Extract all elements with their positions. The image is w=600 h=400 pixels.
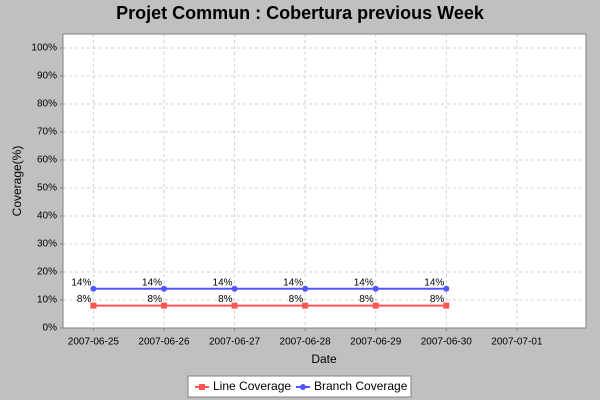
y-tick-label: 0%: [43, 323, 58, 334]
y-tick-label: 50%: [37, 183, 57, 194]
y-tick-label: 80%: [37, 99, 57, 110]
data-label: 8%: [289, 294, 304, 305]
x-tick-label: 2007-06-27: [209, 337, 261, 348]
y-tick-label: 40%: [37, 211, 57, 222]
chart-title: Projet Commun : Cobertura previous Week: [116, 3, 485, 23]
x-tick-label: 2007-07-01: [491, 337, 543, 348]
y-tick-label: 10%: [37, 295, 57, 306]
data-label: 14%: [213, 277, 233, 288]
marker: [160, 302, 167, 309]
plot-border: [62, 33, 587, 329]
marker: [160, 285, 167, 292]
x-tick-label: 2007-06-29: [350, 337, 402, 348]
marker: [302, 302, 309, 309]
marker: [231, 302, 238, 309]
legend-marker: [199, 384, 205, 390]
data-label: 14%: [424, 277, 444, 288]
x-axis-label: Date: [311, 352, 337, 366]
marker: [372, 285, 379, 292]
data-label: 8%: [218, 294, 233, 305]
marker: [372, 302, 379, 309]
marker: [90, 302, 97, 309]
data-label: 14%: [142, 277, 162, 288]
data-label: 14%: [283, 277, 303, 288]
x-tick-label: 2007-06-28: [280, 337, 332, 348]
y-tick-label: 70%: [37, 127, 57, 138]
data-label: 14%: [354, 277, 374, 288]
data-label: 14%: [71, 277, 91, 288]
y-tick-label: 90%: [37, 71, 57, 82]
y-tick-label: 100%: [31, 43, 57, 54]
data-label: 8%: [359, 294, 374, 305]
x-tick-label: 2007-06-30: [421, 337, 473, 348]
y-tick-label: 30%: [37, 239, 57, 250]
data-label: 8%: [430, 294, 445, 305]
marker: [231, 285, 238, 292]
y-tick-label: 60%: [37, 155, 57, 166]
y-axis-label: Coverage(%): [10, 146, 24, 217]
data-label: 8%: [77, 294, 92, 305]
x-tick-label: 2007-06-26: [138, 337, 190, 348]
legend-label: Branch Coverage: [314, 379, 408, 393]
marker: [443, 285, 450, 292]
plot-area: [63, 34, 586, 328]
x-tick-label: 2007-06-25: [68, 337, 120, 348]
y-tick-label: 20%: [37, 267, 57, 278]
legend-label: Line Coverage: [213, 379, 291, 393]
legend-marker: [300, 384, 306, 390]
marker: [443, 302, 450, 309]
marker: [90, 285, 97, 292]
data-label: 8%: [148, 294, 163, 305]
marker: [302, 285, 309, 292]
